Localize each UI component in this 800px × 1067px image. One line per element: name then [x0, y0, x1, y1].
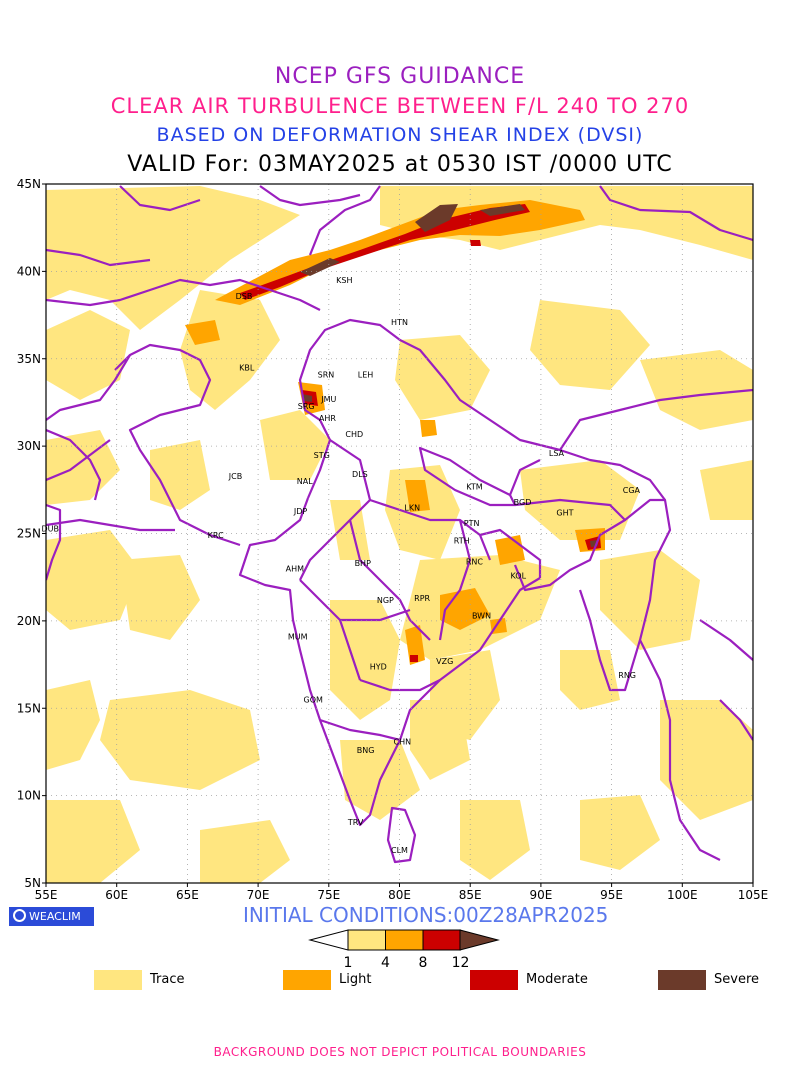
city-label-krc: KRC	[208, 531, 224, 540]
city-label-rnc: RNC	[466, 557, 484, 566]
legend-label-moderate: Moderate	[526, 972, 588, 987]
lat-label: 30N	[17, 439, 41, 453]
turbulence-fields	[46, 184, 753, 883]
colorbar: 1 4 8 12	[308, 929, 500, 971]
lon-label: 100E	[667, 888, 698, 902]
city-label-ght: GHT	[556, 509, 573, 518]
city-label-bgd: BGD	[514, 498, 532, 507]
lat-labels: 5N 10N 15N 20N 25N 30N 35N 40N 45N	[17, 177, 41, 890]
footer-disclaimer: BACKGROUND DOES NOT DEPICT POLITICAL BOU…	[213, 1045, 587, 1059]
valid-time: VALID For: 03MAY2025 at 0530 IST /0000 U…	[127, 152, 673, 177]
city-label-srg: SRG	[298, 402, 315, 411]
city-label-bwn: BWN	[472, 612, 491, 621]
title-line-2: CLEAR AIR TURBULENCE BETWEEN F/L 240 TO …	[110, 94, 690, 118]
city-label-bhp: BHP	[355, 559, 372, 568]
city-label-dub: DUB	[41, 524, 59, 533]
city-label-mum: MUM	[288, 633, 308, 642]
lat-label: 20N	[17, 614, 41, 628]
city-label-ktm: KTM	[466, 482, 483, 491]
city-label-bng: BNG	[357, 746, 375, 755]
city-label-dls: DLS	[352, 470, 368, 479]
city-label-hyd: HYD	[370, 662, 387, 671]
city-label-lkn: LKN	[404, 503, 420, 512]
legend-label-light: Light	[339, 972, 372, 987]
colorbar-label: 1	[344, 955, 353, 971]
weaclim-logo: WEACLIM	[9, 907, 94, 926]
city-label-ahm: AHM	[286, 564, 304, 573]
city-label-dsb: DSB	[236, 292, 253, 301]
lat-label: 10N	[17, 789, 41, 803]
city-label-gom: GOM	[304, 696, 323, 705]
city-label-lsa: LSA	[549, 449, 565, 458]
city-label-clm: CLM	[391, 846, 408, 855]
lon-labels: 55E 60E 65E 70E 75E 80E 85E 90E 95E 100E 105E	[35, 888, 769, 902]
city-label-cga: CGA	[623, 486, 641, 495]
city-label-jdp: JDP	[293, 507, 308, 516]
title-line-1: NCEP GFS GUIDANCE	[274, 64, 526, 89]
lon-label: 60E	[105, 888, 128, 902]
city-label-rpr: RPR	[414, 594, 430, 603]
lon-label: 95E	[600, 888, 623, 902]
lon-label: 80E	[388, 888, 411, 902]
legend-swatch-severe	[658, 970, 706, 990]
legend-swatch-moderate	[470, 970, 518, 990]
city-label-stg: STG	[314, 451, 330, 460]
severe-areas	[300, 204, 598, 547]
colorbar-segment	[347, 929, 386, 951]
lat-label: 45N	[17, 177, 41, 191]
city-label-ptn: PTN	[464, 519, 480, 528]
city-label-kol: KOL	[510, 571, 526, 580]
lon-label: 65E	[176, 888, 199, 902]
axis-ticks	[42, 183, 754, 887]
colorbar-label: 8	[419, 955, 428, 971]
lat-label: 25N	[17, 527, 41, 541]
colorbar-label: 4	[381, 955, 390, 971]
colorbar-segment	[385, 929, 424, 951]
city-label-rth: RTH	[454, 536, 470, 545]
initial-conditions: INITIAL CONDITIONS:00Z28APR2025	[243, 903, 609, 927]
city-label-kbl: KBL	[239, 363, 255, 372]
city-label-rng: RNG	[618, 671, 636, 680]
city-label-leh: LEH	[358, 370, 374, 379]
city-label-jcb: JCB	[228, 472, 242, 481]
city-label-srn: SRN	[318, 370, 335, 379]
lat-label: 35N	[17, 352, 41, 366]
lat-label: 40N	[17, 264, 41, 278]
city-label-ngp: NGP	[377, 596, 394, 605]
logo-text: WEACLIM	[29, 910, 81, 923]
city-label-ahr: AHR	[319, 414, 336, 423]
city-label-vzg: VZG	[436, 657, 453, 666]
legend-label-trace: Trace	[150, 972, 185, 987]
lon-label: 90E	[529, 888, 552, 902]
colorbar-low-arrow	[308, 929, 349, 951]
legend-swatch-trace	[94, 970, 142, 990]
turbulence-map: 55E 60E 65E 70E 75E 80E 85E 90E 95E 100E 105E 5N 10…	[17, 177, 769, 971]
city-label-nal: NAL	[297, 477, 313, 486]
colorbar-label: 12	[452, 955, 470, 971]
city-label-htn: HTN	[391, 318, 408, 327]
lon-label: 105E	[738, 888, 769, 902]
city-label-chd: CHD	[345, 430, 363, 439]
lat-label: 15N	[17, 701, 41, 715]
city-label-trv: TRV	[347, 818, 364, 827]
city-label-ksh: KSH	[336, 276, 352, 285]
colorbar-high-arrow	[459, 929, 500, 951]
lon-label: 55E	[35, 888, 58, 902]
lon-label: 70E	[247, 888, 270, 902]
city-labels: DSB KSH HTN KBL SRN LEH SRG JMU AHR CHD STG LSA JCB N…	[41, 276, 640, 855]
legend-label-severe: Severe	[714, 972, 759, 987]
legend-swatch-light	[283, 970, 331, 990]
city-label-jmu: JMU	[320, 395, 336, 404]
lon-label: 85E	[459, 888, 482, 902]
title-line-3: BASED ON DEFORMATION SHEAR INDEX (DVSI)	[156, 124, 644, 146]
city-label-chn: CHN	[394, 737, 412, 746]
logo-ring-icon	[13, 909, 26, 922]
lon-label: 75E	[317, 888, 340, 902]
colorbar-segment	[422, 929, 461, 951]
boundaries	[46, 185, 753, 864]
lat-label: 5N	[24, 876, 41, 890]
